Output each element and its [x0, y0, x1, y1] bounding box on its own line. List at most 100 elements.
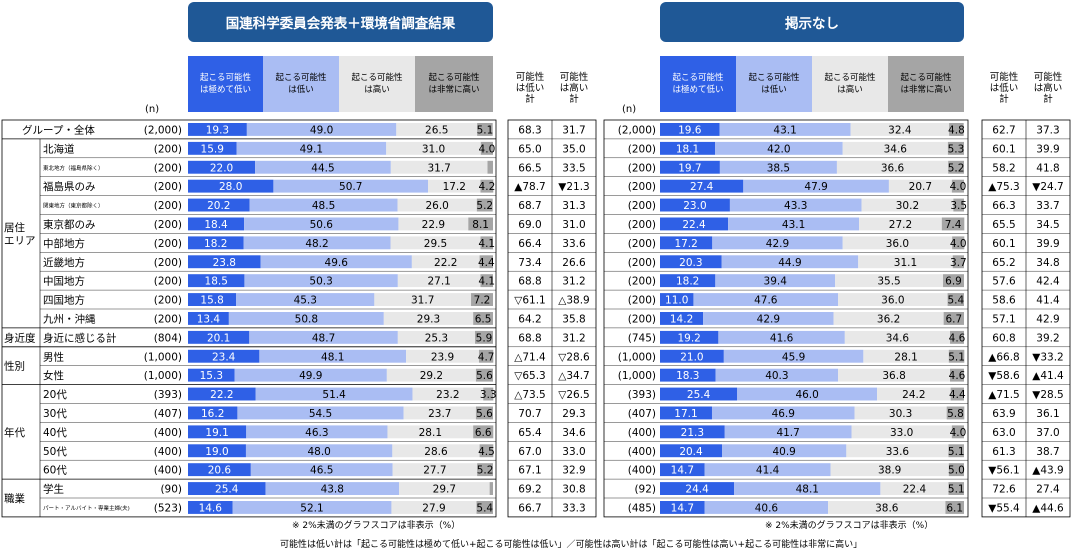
low-total-value: ▼56.1 [988, 465, 1019, 477]
category-label: 四国地方 [43, 294, 85, 307]
bar-segment [249, 330, 398, 344]
bar-label: 44.5 [311, 162, 334, 174]
bar-segment [399, 482, 490, 495]
bar-label: 4.0 [950, 427, 967, 439]
legend-very-high-right: 起こる可能性 は非常に高い [888, 56, 964, 112]
bar-segment [854, 406, 947, 420]
bar-label: 40.9 [772, 446, 795, 458]
bar-segment [246, 425, 388, 439]
bar-label: 7.2 [474, 295, 491, 307]
bar-label: 22.4 [682, 219, 706, 231]
bar-segment [234, 368, 387, 382]
bar-segment [489, 482, 493, 495]
bar-label: 42.9 [766, 238, 789, 250]
category-label: グループ・全体 [22, 123, 95, 136]
n-value: (400) [628, 427, 656, 439]
category-label: 中国地方 [43, 275, 85, 288]
group-label: エリア [4, 235, 36, 247]
bar-segment [383, 312, 474, 325]
bar-segment [724, 425, 852, 439]
bar-segment [265, 482, 400, 495]
bar-segment [473, 425, 494, 439]
bar-segment [945, 501, 964, 514]
bar-segment [188, 160, 256, 174]
n-value: (200) [628, 143, 656, 155]
bar-segment [946, 406, 965, 420]
bar-segment [941, 217, 965, 231]
bar-label: 27.4 [690, 181, 714, 193]
bar-label: 18.2 [676, 276, 699, 288]
bar-segment [660, 406, 712, 420]
bar-label: 30.2 [896, 200, 919, 212]
footnote: 可能性は低い計は「起こる可能性は極めて低い+起こる可能性は低い」／可能性は高い計… [280, 540, 863, 550]
high-total-value: ▲41.4 [1032, 370, 1064, 382]
bar-segment [387, 425, 474, 439]
bar-segment [237, 406, 404, 420]
n-value: (92) [634, 484, 656, 496]
bar-label: 18.2 [204, 238, 227, 250]
n-value: (804) [154, 332, 182, 344]
bar-segment [479, 255, 493, 269]
bar-label: 33.6 [886, 446, 910, 458]
bar-segment [952, 236, 965, 250]
bar-label: 47.6 [754, 295, 778, 307]
bar-label: 28.1 [419, 427, 442, 439]
bar-label: 45.9 [782, 351, 805, 363]
bar-label: 18.4 [204, 219, 228, 231]
high-total-value: ▽28.6 [558, 351, 590, 363]
bar-segment [734, 482, 881, 495]
bar-segment [859, 217, 942, 231]
bar-segment [723, 349, 864, 363]
n-value: (200) [628, 219, 656, 231]
bar-label: 36.8 [882, 370, 905, 382]
high-total-value: 31.2 [562, 332, 585, 344]
bar-label: 4.5 [478, 446, 495, 458]
bar-label: 43.8 [321, 484, 344, 496]
bar-label: 38.9 [878, 465, 901, 477]
low-total-value: △73.5 [514, 389, 545, 401]
low-total-value: 68.3 [518, 124, 541, 136]
n-value: (2,000) [618, 124, 656, 136]
bar-segment [693, 293, 839, 306]
bar-segment [273, 179, 429, 193]
bar-segment [392, 444, 480, 458]
bar-label: 14.7 [671, 465, 694, 477]
high-total-value: 31.7 [562, 124, 585, 136]
legend-high-right: 起こる可能性 は高い [812, 56, 888, 112]
bar-segment [715, 274, 836, 288]
bar-segment [947, 141, 964, 155]
bar-label: 48.7 [312, 332, 335, 344]
bar-segment [188, 141, 237, 155]
bar-label: 51.4 [322, 389, 346, 401]
bar-segment [844, 330, 951, 344]
bar-segment [479, 444, 494, 458]
n-value: (407) [154, 408, 182, 420]
n-value: (200) [154, 295, 182, 307]
low-total-value: 60.8 [992, 332, 1015, 344]
bar-segment [468, 217, 493, 231]
bar-segment [188, 463, 251, 477]
bar-label: 25.3 [425, 332, 448, 344]
low-total-value: 63.9 [992, 408, 1015, 420]
bar-segment [660, 236, 713, 250]
n-value: (1,000) [618, 370, 656, 382]
bar-segment [948, 482, 964, 495]
bar-segment [259, 349, 407, 363]
bar-segment [397, 330, 476, 344]
bar-label: 48.2 [305, 238, 328, 250]
low-total-value: 57.6 [992, 276, 1016, 288]
n-value: (200) [154, 257, 182, 269]
bar-segment [188, 330, 250, 344]
bar-label: 27.2 [889, 219, 912, 231]
bar-label: 31.0 [422, 143, 445, 155]
bar-segment [842, 141, 948, 155]
n-value: (90) [160, 484, 182, 496]
bar-segment [833, 312, 944, 325]
bar-label: 40.6 [755, 502, 779, 514]
bar-segment [398, 217, 469, 231]
bar-label: 23.7 [428, 408, 451, 420]
high-total-value: 32.9 [562, 465, 585, 477]
n-value: (400) [154, 465, 182, 477]
category-label: 女性 [43, 369, 64, 382]
high-total-value: ▼33.2 [1032, 351, 1063, 363]
